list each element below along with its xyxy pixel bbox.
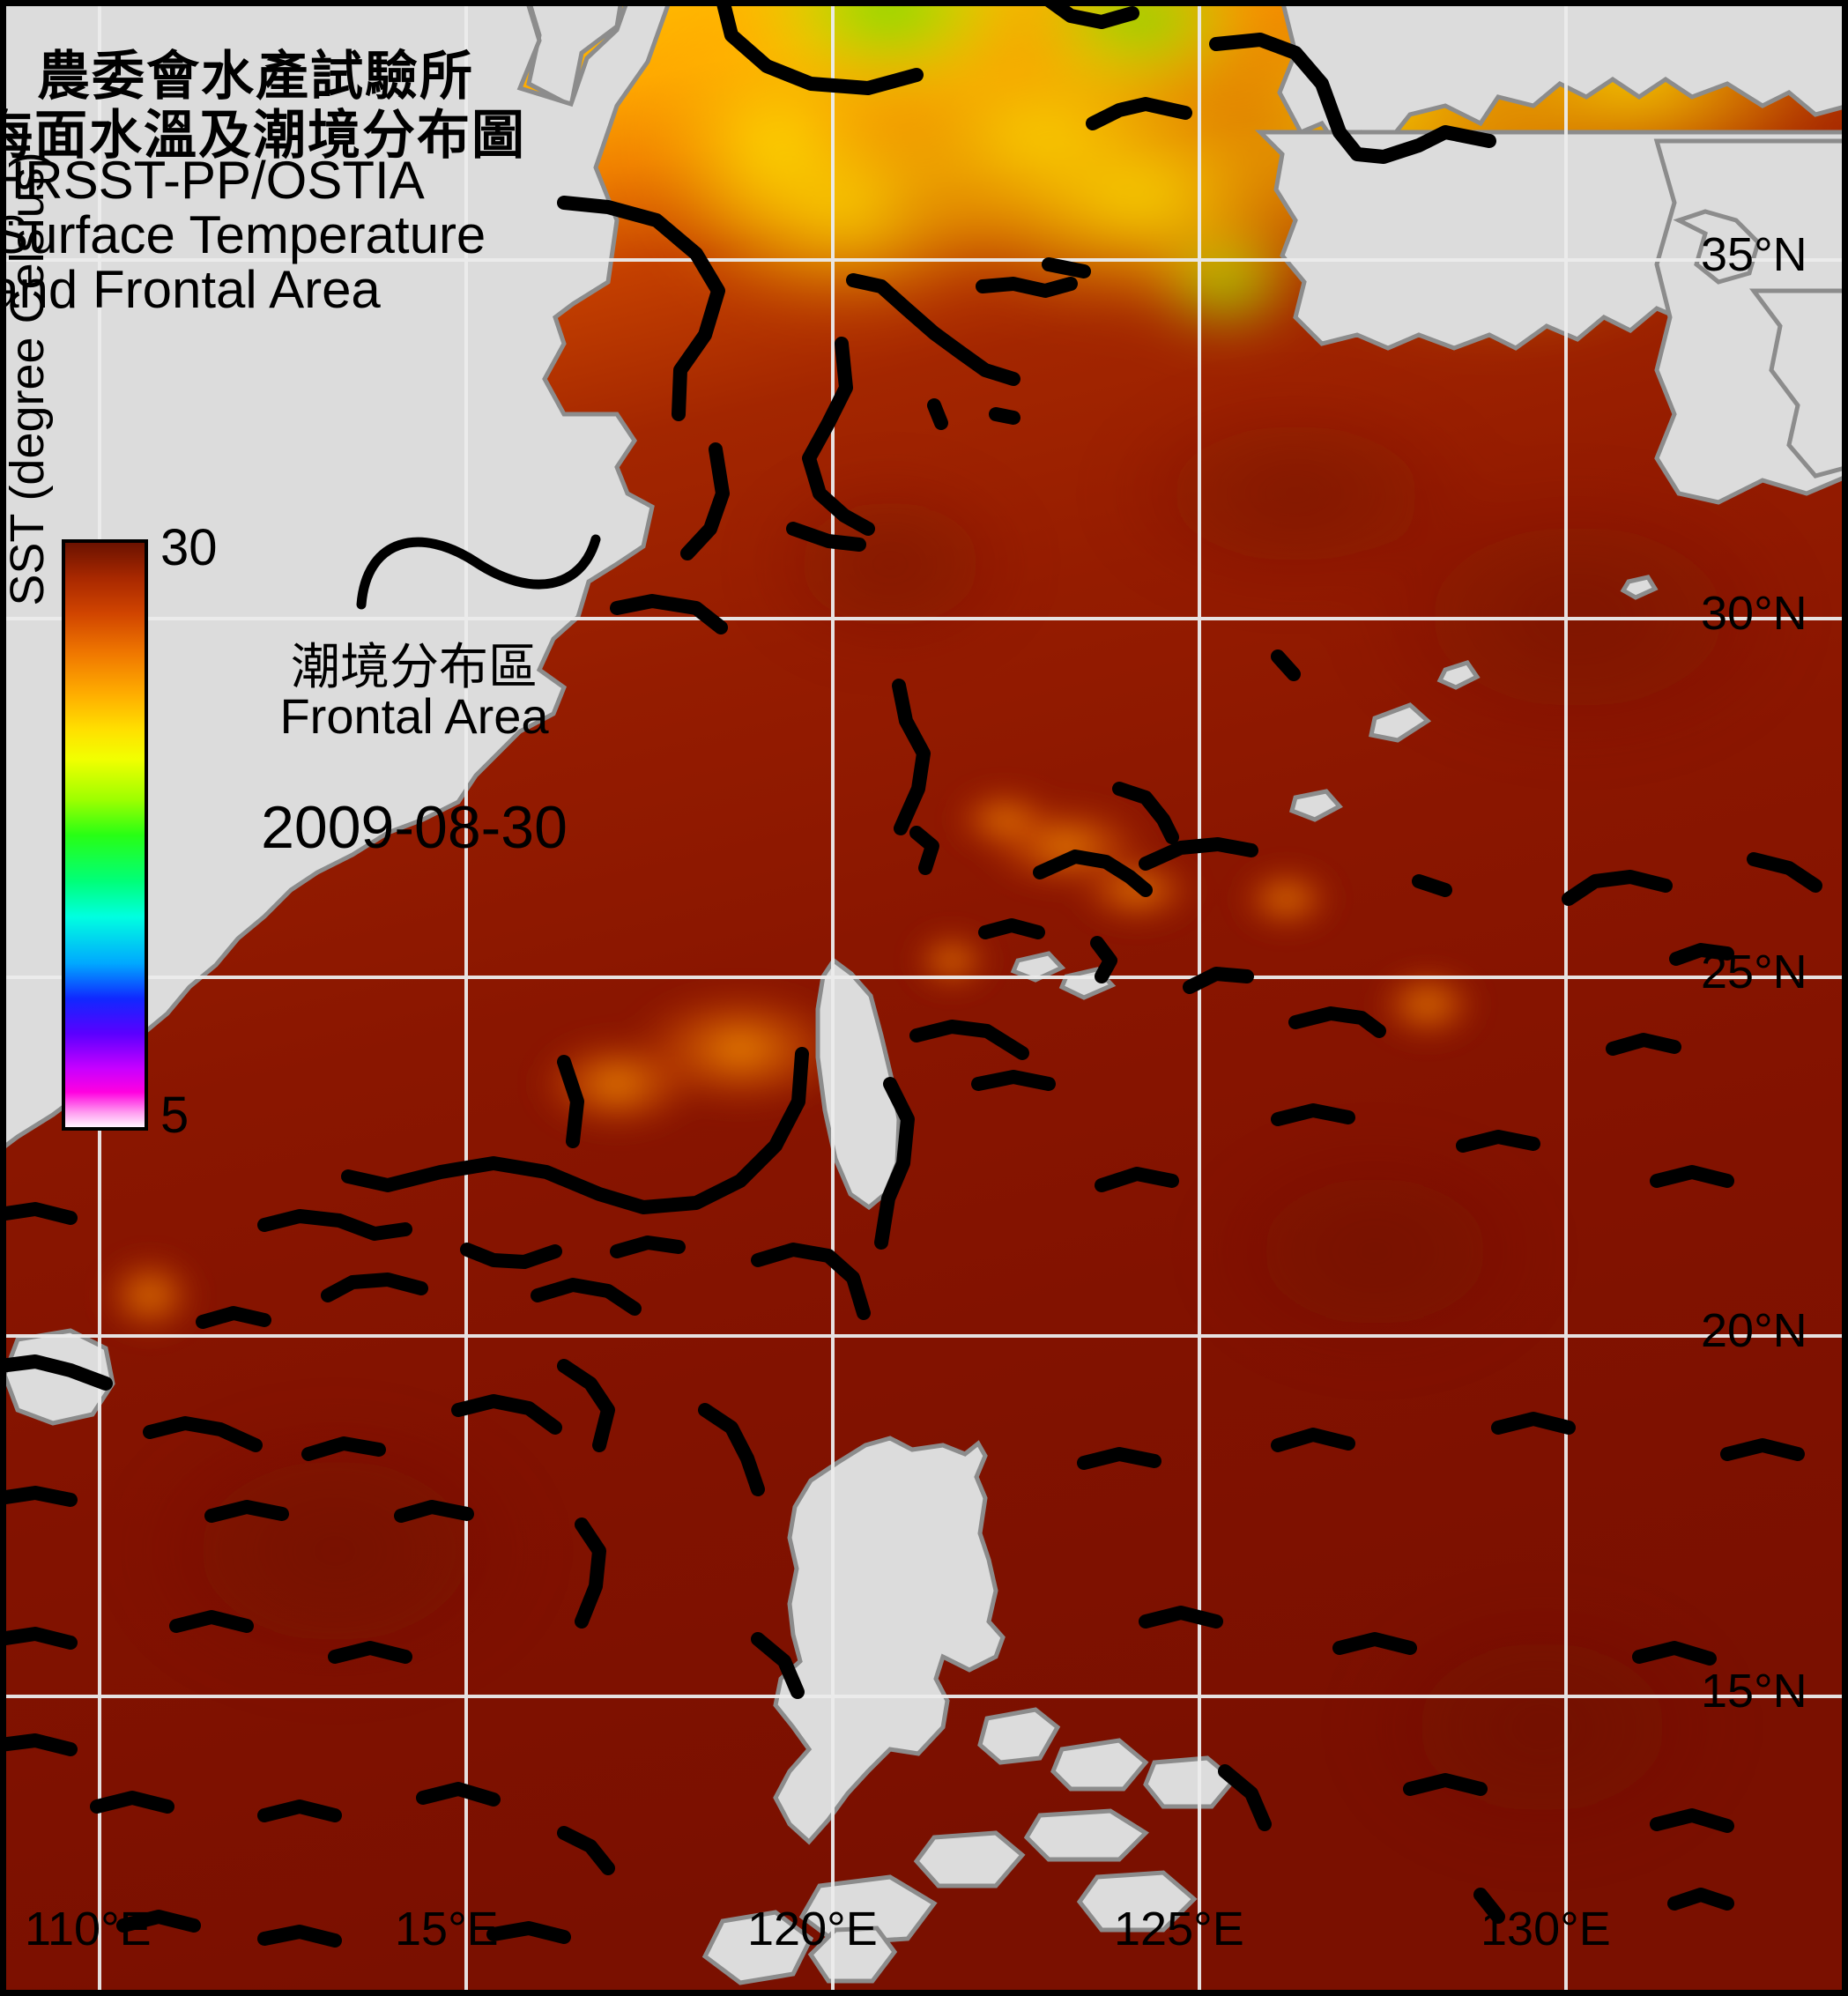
land-visayas-4 [1023, 1808, 1149, 1862]
land-east-asia [0, 0, 672, 1154]
land-visayas-2 [1050, 1738, 1149, 1792]
source-label: GHRSST-PP/OSTIA [0, 151, 425, 210]
land-japan-fragment [1673, 209, 1761, 285]
frontal-area-label-cn: 潮境分布區 [291, 639, 538, 694]
colorbar-max-label: 30 [160, 519, 218, 576]
colorbar-min-label: 5 [160, 1087, 189, 1144]
land-palawan [701, 1910, 814, 1985]
land-island-okinawa [1369, 702, 1432, 743]
colorbar-axis-label: SST (degree Celsius) [1, 152, 54, 606]
land-island-miyako [1289, 789, 1343, 822]
land-island-yonaguni [1436, 660, 1481, 690]
frontal-area-lines [0, 0, 1822, 1948]
lon-label-120e: 120°E [747, 1903, 878, 1955]
land-visayas-3 [1143, 1755, 1237, 1809]
lon-label-130e: 130°E [1481, 1903, 1611, 1955]
land-kyushu [1749, 288, 1848, 479]
title-en-line2: and Frontal Area [0, 260, 381, 319]
sst-colorbar [62, 539, 148, 1131]
title-legend-panel: 農委會水產試驗所 衛星海面水溫及潮境分布圖 GHRSST-PP/OSTIA Se… [0, 0, 776, 1146]
land-taiwan [815, 957, 902, 1211]
frontal-area-label-en: Frontal Area [279, 688, 549, 744]
lat-label-25n: 25°N [1701, 946, 1807, 998]
title-en-line1: Sea Surface Temperature [0, 205, 486, 264]
land-island-sm1 [1010, 951, 1066, 983]
land-visayas-5 [913, 1830, 1026, 1888]
lat-label-35n: 35°N [1701, 228, 1807, 281]
land-visayas-6 [798, 1874, 938, 1946]
frontal-area-symbol-icon [356, 534, 601, 610]
land-visayas-1 [977, 1707, 1061, 1765]
observation-date: 2009-08-30 [261, 794, 568, 861]
land-island-sm3 [1620, 575, 1659, 600]
lon-label-125e: 125°E [1114, 1903, 1244, 1955]
lon-label-110e: 110°E [25, 1903, 152, 1955]
land-visayas-7 [1076, 1870, 1198, 1933]
org-title-cn: 農委會水產試驗所 [37, 47, 474, 106]
land-korea [1277, 0, 1848, 153]
lat-label-20n: 20°N [1701, 1304, 1807, 1357]
lat-label-15n: 15°N [1701, 1665, 1807, 1718]
lat-label-30n: 30°N [1701, 587, 1807, 640]
product-title-cn: 衛星海面水溫及潮境分布圖 [0, 106, 526, 165]
lon-label-115e: 15°E [395, 1903, 499, 1955]
colorbar-gradient [65, 543, 145, 1127]
